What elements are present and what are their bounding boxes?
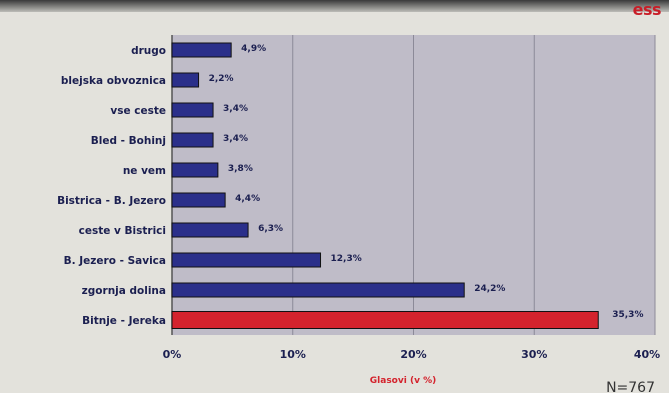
value-label-0: 4,9% bbox=[241, 44, 266, 54]
value-label-3: 3,4% bbox=[223, 134, 248, 144]
x-tick-label-3: 30% bbox=[521, 348, 547, 361]
value-label-9: 35,3% bbox=[612, 310, 643, 320]
category-label-7: B. Jezero - Savica bbox=[64, 255, 166, 267]
value-label-4: 3,8% bbox=[228, 164, 253, 174]
bar-3 bbox=[171, 132, 214, 148]
bar-5 bbox=[171, 192, 226, 208]
bar-8 bbox=[171, 282, 465, 298]
x-tick-label-4: 40% bbox=[634, 348, 660, 361]
x-axis-title: Glasovi (v %) bbox=[370, 376, 436, 386]
category-label-2: vse ceste bbox=[110, 105, 166, 117]
sample-size-note: N=767 bbox=[606, 380, 655, 393]
bar-6 bbox=[171, 222, 249, 238]
category-label-3: Bled - Bohinj bbox=[91, 135, 166, 147]
bar-1 bbox=[171, 72, 200, 88]
bar-9 bbox=[171, 311, 599, 329]
bar-4 bbox=[171, 162, 219, 178]
bar-7 bbox=[171, 252, 322, 268]
category-label-5: Bistrica - B. Jezero bbox=[57, 195, 166, 207]
value-label-7: 12,3% bbox=[331, 254, 362, 264]
value-label-1: 2,2% bbox=[209, 74, 234, 84]
x-tick-label-0: 0% bbox=[163, 348, 182, 361]
bar-0 bbox=[171, 42, 232, 58]
category-label-4: ne vem bbox=[123, 165, 166, 177]
category-label-0: drugo bbox=[131, 45, 166, 57]
top-band bbox=[0, 0, 669, 12]
x-tick-label-2: 20% bbox=[400, 348, 426, 361]
category-label-8: zgornja dolina bbox=[82, 285, 166, 297]
category-label-6: ceste v Bistrici bbox=[79, 225, 166, 237]
value-label-6: 6,3% bbox=[258, 224, 283, 234]
category-label-1: blejska obvoznica bbox=[61, 75, 166, 87]
category-label-9: Bitnje - Jereka bbox=[82, 315, 166, 327]
value-label-2: 3,4% bbox=[223, 104, 248, 114]
bar-2 bbox=[171, 102, 214, 118]
x-tick-label-1: 10% bbox=[280, 348, 306, 361]
brand-logo: ess bbox=[632, 0, 662, 19]
value-label-5: 4,4% bbox=[235, 194, 260, 204]
value-label-8: 24,2% bbox=[474, 284, 505, 294]
